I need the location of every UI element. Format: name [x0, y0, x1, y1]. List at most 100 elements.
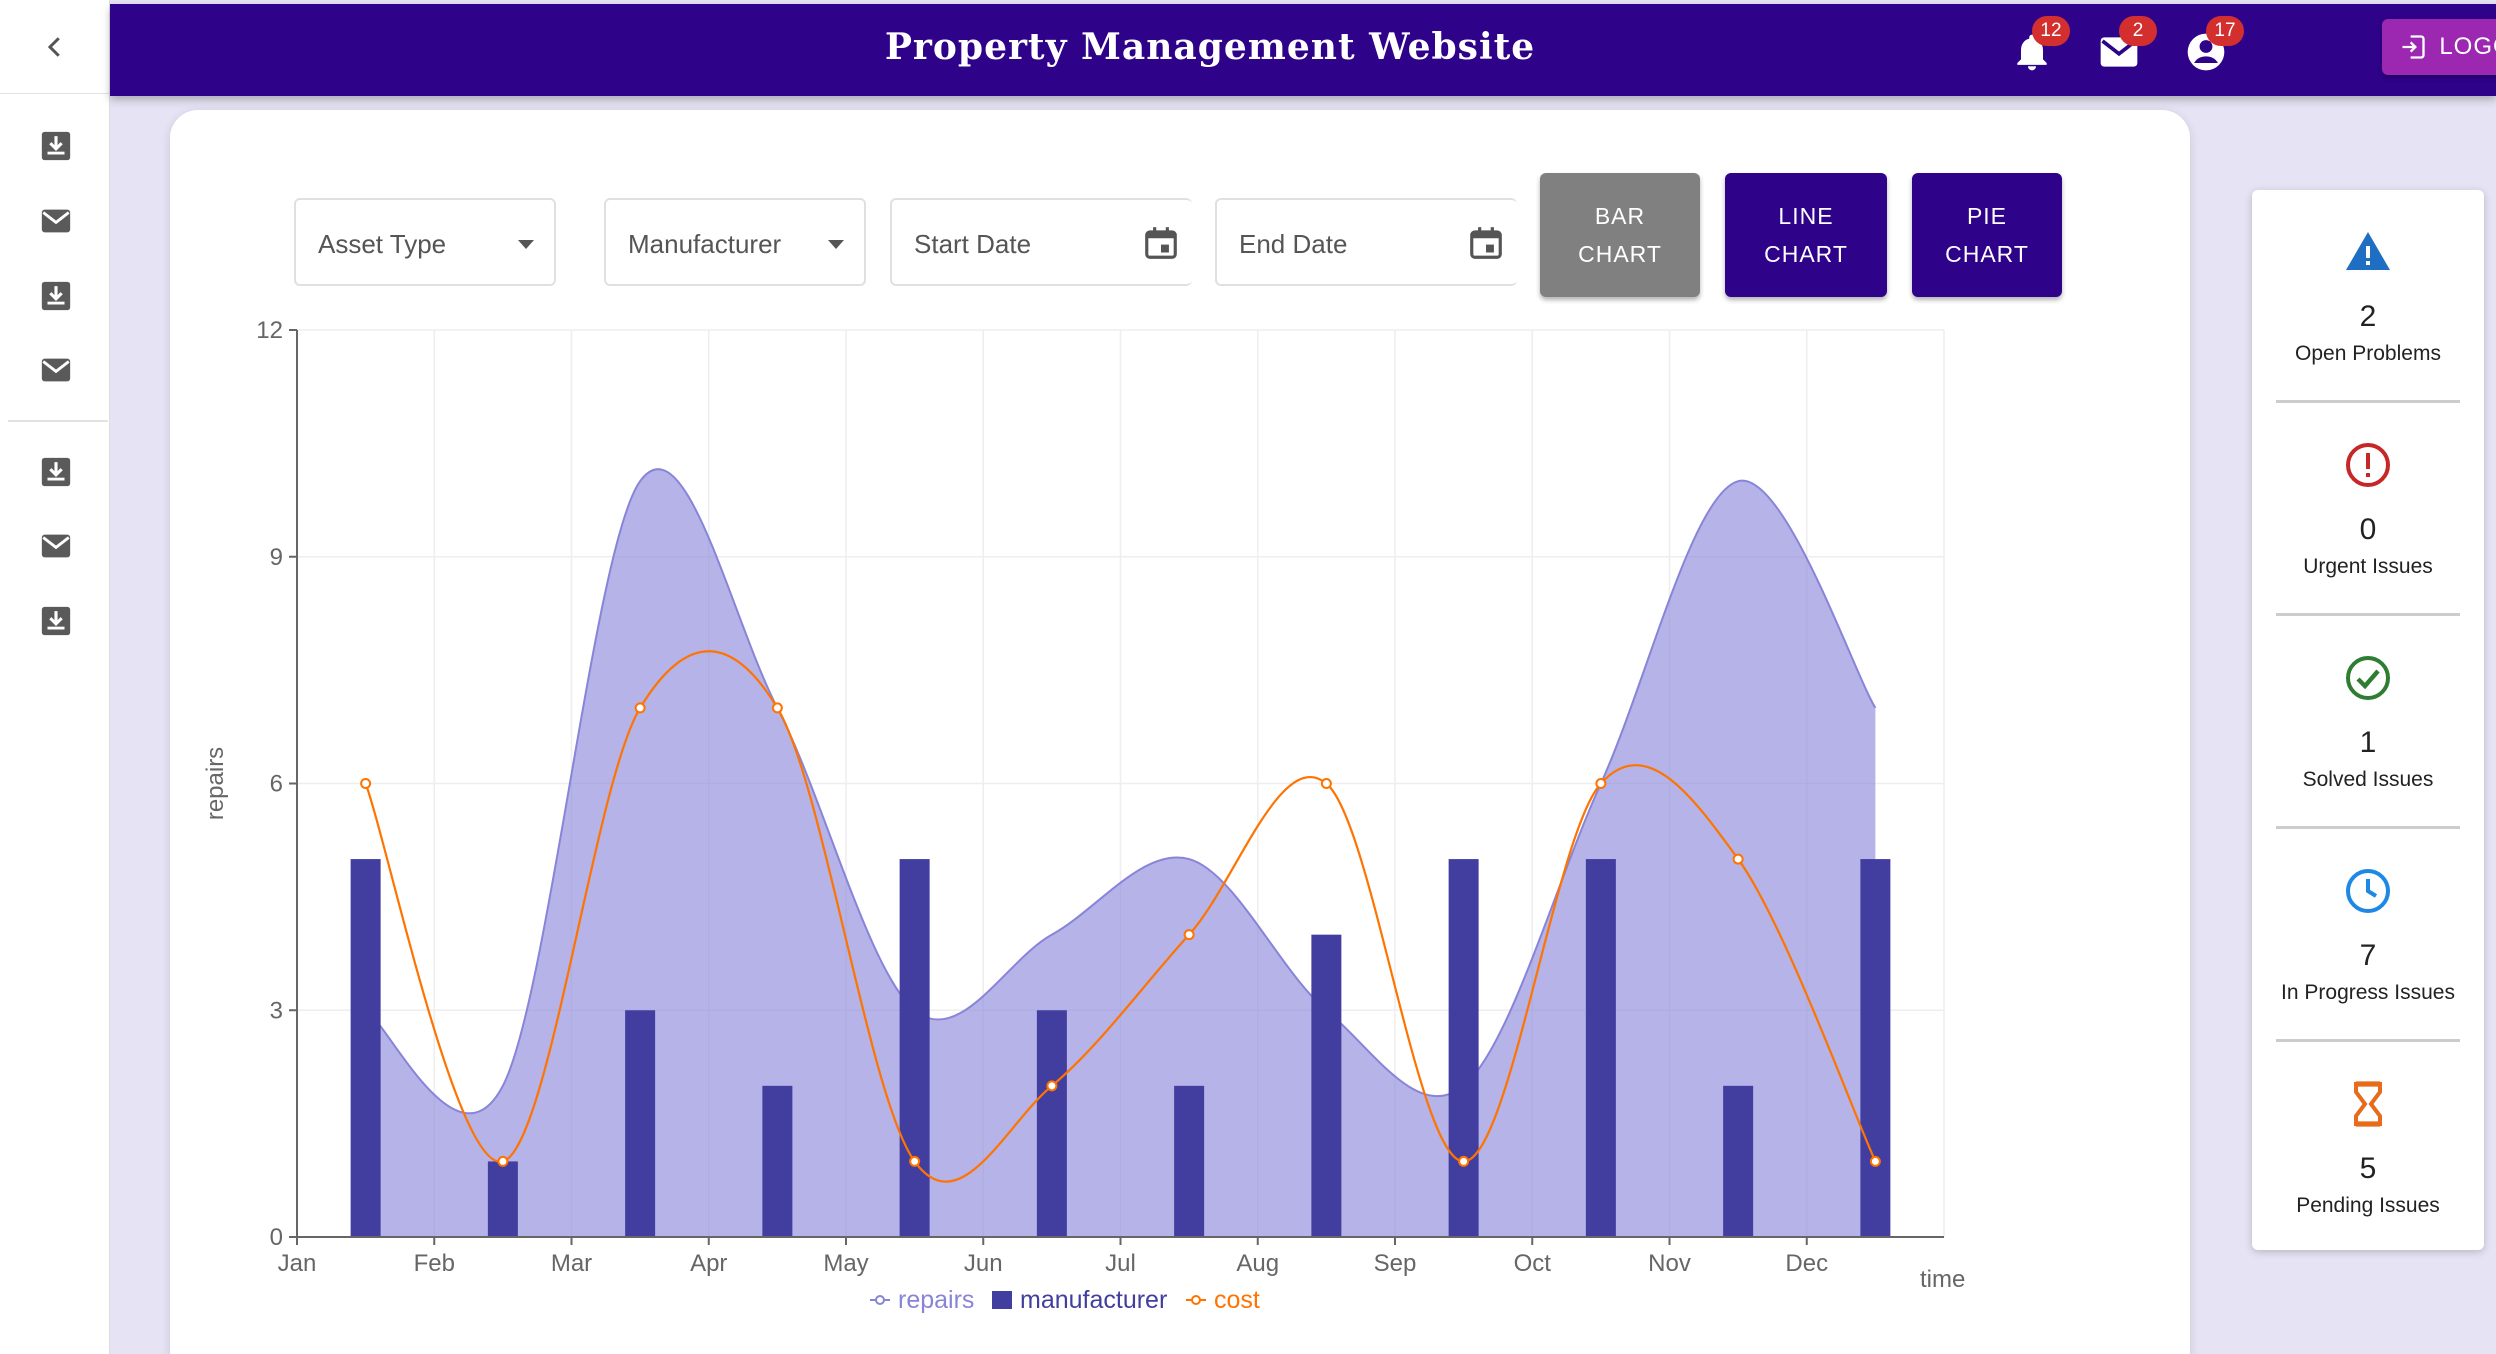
- bar-chart-label-2: CHART: [1578, 241, 1662, 267]
- sidebar: [0, 0, 110, 1354]
- sidebar-item-3[interactable]: [38, 278, 74, 314]
- account-badge: 17: [2206, 16, 2244, 46]
- logout-button[interactable]: LOGOUT: [2382, 19, 2496, 75]
- asset-type-label: Asset Type: [318, 229, 447, 259]
- download-box-icon: [41, 457, 71, 487]
- manufacturer-select[interactable]: Manufacturer: [604, 198, 866, 286]
- sidebar-item-7[interactable]: [38, 603, 74, 639]
- pie-chart-label-1: PIE: [1966, 203, 2008, 229]
- chevron-left-icon: [47, 36, 60, 57]
- x-tick-label: Feb: [414, 1250, 455, 1277]
- manufacturer-bar: [487, 1161, 518, 1237]
- sidebar-item-2[interactable]: [38, 203, 74, 239]
- legend-repairs-label: repairs: [898, 1286, 974, 1314]
- manufacturer-bar: [1723, 1085, 1754, 1237]
- mail-icon: [41, 534, 71, 558]
- clock-icon: [2346, 869, 2390, 913]
- x-tick-label: Jul: [1105, 1250, 1136, 1277]
- end-date-field[interactable]: End Date: [1215, 198, 1517, 286]
- stat-open-problems: 2 Open Problems: [2252, 190, 2484, 402]
- dropdown-arrow-icon: [518, 240, 534, 249]
- x-tick-label: Apr: [690, 1250, 727, 1277]
- stat-in-progress-issues: 7 In Progress Issues: [2252, 829, 2484, 1041]
- pie-chart-button[interactable]: PIE CHART: [1912, 173, 2062, 297]
- manufacturer-bar: [899, 859, 930, 1237]
- warning-icon: [2346, 232, 2390, 270]
- y-axis-label: repairs: [202, 747, 229, 820]
- stat-divider: [2276, 826, 2460, 829]
- cost-point: [771, 702, 783, 714]
- cost-point: [1183, 929, 1195, 941]
- stat-divider: [2276, 613, 2460, 616]
- stat-pending-issues: 5 Pending Issues: [2252, 1042, 2484, 1254]
- line-chart-button[interactable]: LINE CHART: [1725, 173, 1887, 297]
- x-tick-label: May: [823, 1250, 868, 1277]
- check-circle-icon: [2346, 656, 2390, 700]
- cost-point: [1458, 1155, 1470, 1167]
- legend-repairs-marker: [875, 1295, 885, 1305]
- line-chart-label-2: CHART: [1764, 241, 1848, 267]
- asset-type-select[interactable]: Asset Type: [294, 198, 556, 286]
- cost-point: [1595, 778, 1607, 789]
- manufacturer-bar: [1585, 859, 1616, 1237]
- cost-point: [1320, 778, 1332, 789]
- dropdown-arrow-icon: [828, 240, 844, 249]
- hourglass-icon: [2354, 1081, 2382, 1127]
- manufacturer-bar: [1036, 1010, 1067, 1237]
- account-button[interactable]: 17: [2184, 16, 2244, 74]
- calendar-icon[interactable]: [1142, 224, 1180, 262]
- stat-divider: [2276, 1039, 2460, 1042]
- notifications-button[interactable]: 12: [2010, 16, 2070, 74]
- sidebar-item-5[interactable]: [38, 454, 74, 490]
- stat-value: 2: [2359, 300, 2377, 333]
- repairs-chart: 0 3 6 9 12 Jan Feb Mar Apr May Jun Jul Aug Sep Oct Nov D…: [202, 317, 1965, 1314]
- download-box-icon: [41, 281, 71, 311]
- download-box-icon: [41, 131, 71, 161]
- start-date-field[interactable]: Start Date: [890, 198, 1192, 286]
- messages-button[interactable]: 2: [2097, 16, 2157, 74]
- y-tick-label: 0: [270, 1224, 283, 1251]
- stat-value: 0: [2359, 513, 2377, 546]
- y-tick-label: 9: [270, 544, 283, 571]
- stat-urgent-issues: 0 Urgent Issues: [2252, 403, 2484, 615]
- sidebar-item-4[interactable]: [38, 352, 74, 388]
- stat-label: Solved Issues: [2302, 768, 2434, 791]
- x-tick-label: Nov: [1648, 1250, 1691, 1277]
- stat-label: Urgent Issues: [2303, 555, 2433, 578]
- legend-cost-label: cost: [1214, 1286, 1260, 1314]
- cost-point: [1732, 853, 1744, 865]
- repairs-line: [365, 468, 1877, 1115]
- mail-icon: [41, 358, 71, 382]
- manufacturer-label: Manufacturer: [628, 229, 782, 259]
- legend-manufacturer-swatch: [992, 1291, 1012, 1309]
- sidebar-collapse-button[interactable]: [0, 0, 110, 94]
- cost-point: [497, 1155, 509, 1167]
- line-chart-label-1: LINE: [1778, 203, 1834, 229]
- manufacturer-bar: [1860, 859, 1891, 1237]
- cost-point: [909, 1155, 921, 1167]
- app-title: Property Management Website: [884, 26, 1536, 68]
- x-tick-label: Jun: [964, 1250, 1003, 1277]
- logout-label: LOGOUT: [2439, 33, 2496, 60]
- sidebar-item-1[interactable]: [38, 128, 74, 164]
- cost-point: [1046, 1080, 1058, 1092]
- sidebar-item-6[interactable]: [38, 528, 74, 564]
- bar-chart-button[interactable]: BAR CHART: [1540, 173, 1700, 297]
- end-date-placeholder: End Date: [1239, 229, 1348, 259]
- stats-panel: 2 Open Problems 0 Urgent Issues 1 Solved…: [2252, 190, 2484, 1250]
- manufacturer-bar: [350, 859, 381, 1237]
- stat-label: In Progress Issues: [2281, 981, 2455, 1004]
- stat-divider: [2276, 400, 2460, 403]
- y-tick-label: 3: [270, 997, 283, 1024]
- mail-icon: [41, 209, 71, 233]
- y-tick-label: 6: [270, 771, 283, 798]
- x-tick-label: Dec: [1785, 1250, 1828, 1277]
- stat-label: Pending Issues: [2296, 1194, 2440, 1217]
- stat-value: 7: [2359, 939, 2377, 972]
- x-tick-label: Oct: [1514, 1250, 1552, 1277]
- calendar-icon[interactable]: [1467, 224, 1505, 262]
- app-bar: Property Management Website 12 2 17 LOGO…: [110, 4, 2496, 96]
- cost-point: [1869, 1155, 1881, 1167]
- stat-solved-issues: 1 Solved Issues: [2252, 616, 2484, 828]
- sidebar-divider: [8, 420, 108, 422]
